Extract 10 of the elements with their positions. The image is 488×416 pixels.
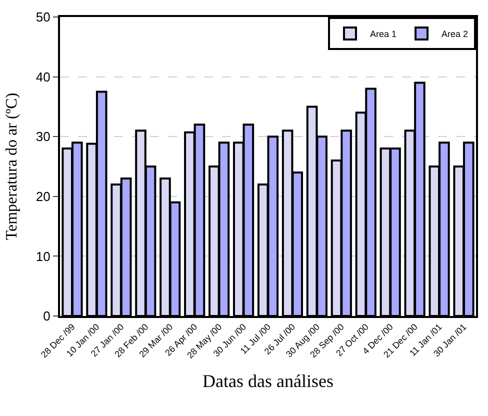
y-tick-label: 40: [36, 69, 50, 84]
y-tick-label: 0: [43, 308, 50, 324]
y-tick-label: 30: [36, 129, 50, 144]
y-tick-label: 10: [36, 248, 50, 264]
y-axis-title: Temperatura do ar (ºC): [3, 92, 20, 240]
legend-label: Area 1: [370, 29, 397, 40]
y-tick-label: 20: [36, 188, 50, 204]
y-tick-label: 50: [36, 10, 50, 25]
legend-label: Area 2: [442, 29, 468, 40]
x-axis-title: Datas das análises: [202, 370, 334, 391]
